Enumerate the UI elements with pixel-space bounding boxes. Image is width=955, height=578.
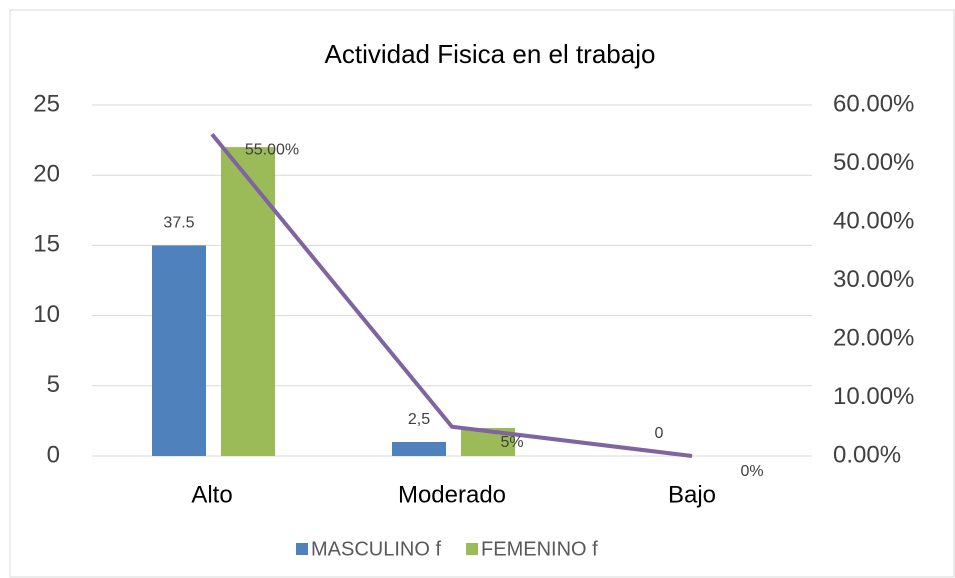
y2-tick-label: 60.00%	[833, 90, 914, 117]
data-label: 0	[655, 425, 664, 442]
chart-title: Actividad Fisica en el trabajo	[325, 39, 656, 69]
legend-swatch	[296, 543, 308, 555]
y2-tick-label: 50.00%	[833, 149, 914, 176]
x-tick-label: Bajo	[668, 481, 716, 508]
bar	[221, 147, 275, 456]
line-label: 55.00%	[245, 141, 299, 158]
data-label: 2,5	[408, 411, 430, 428]
bar	[152, 245, 206, 456]
y-tick-label: 5	[47, 371, 60, 398]
line	[210, 132, 693, 458]
legend-label: MASCULINO f	[311, 538, 441, 560]
y-tick-label: 15	[33, 231, 60, 258]
bar	[392, 441, 446, 456]
line-label: 0%	[740, 463, 763, 480]
y2-tick-label: 40.00%	[833, 207, 914, 234]
y-tick-label: 10	[33, 301, 60, 328]
y2-tick-label: 20.00%	[833, 324, 914, 351]
y2-tick-label: 0.00%	[833, 441, 901, 468]
y-tick-label: 0	[47, 441, 60, 468]
legend-label: FEMENINO f	[481, 538, 598, 560]
legend-swatch	[466, 543, 479, 555]
x-tick-label: Alto	[191, 481, 232, 508]
data-label: 37.5	[163, 215, 194, 232]
y-tick-label: 25	[33, 90, 60, 117]
x-tick-label: Moderado	[398, 481, 506, 508]
line-label: 5%	[500, 434, 523, 451]
y2-tick-label: 30.00%	[833, 266, 914, 293]
y-tick-label: 20	[33, 161, 60, 188]
y2-tick-label: 10.00%	[833, 383, 914, 410]
